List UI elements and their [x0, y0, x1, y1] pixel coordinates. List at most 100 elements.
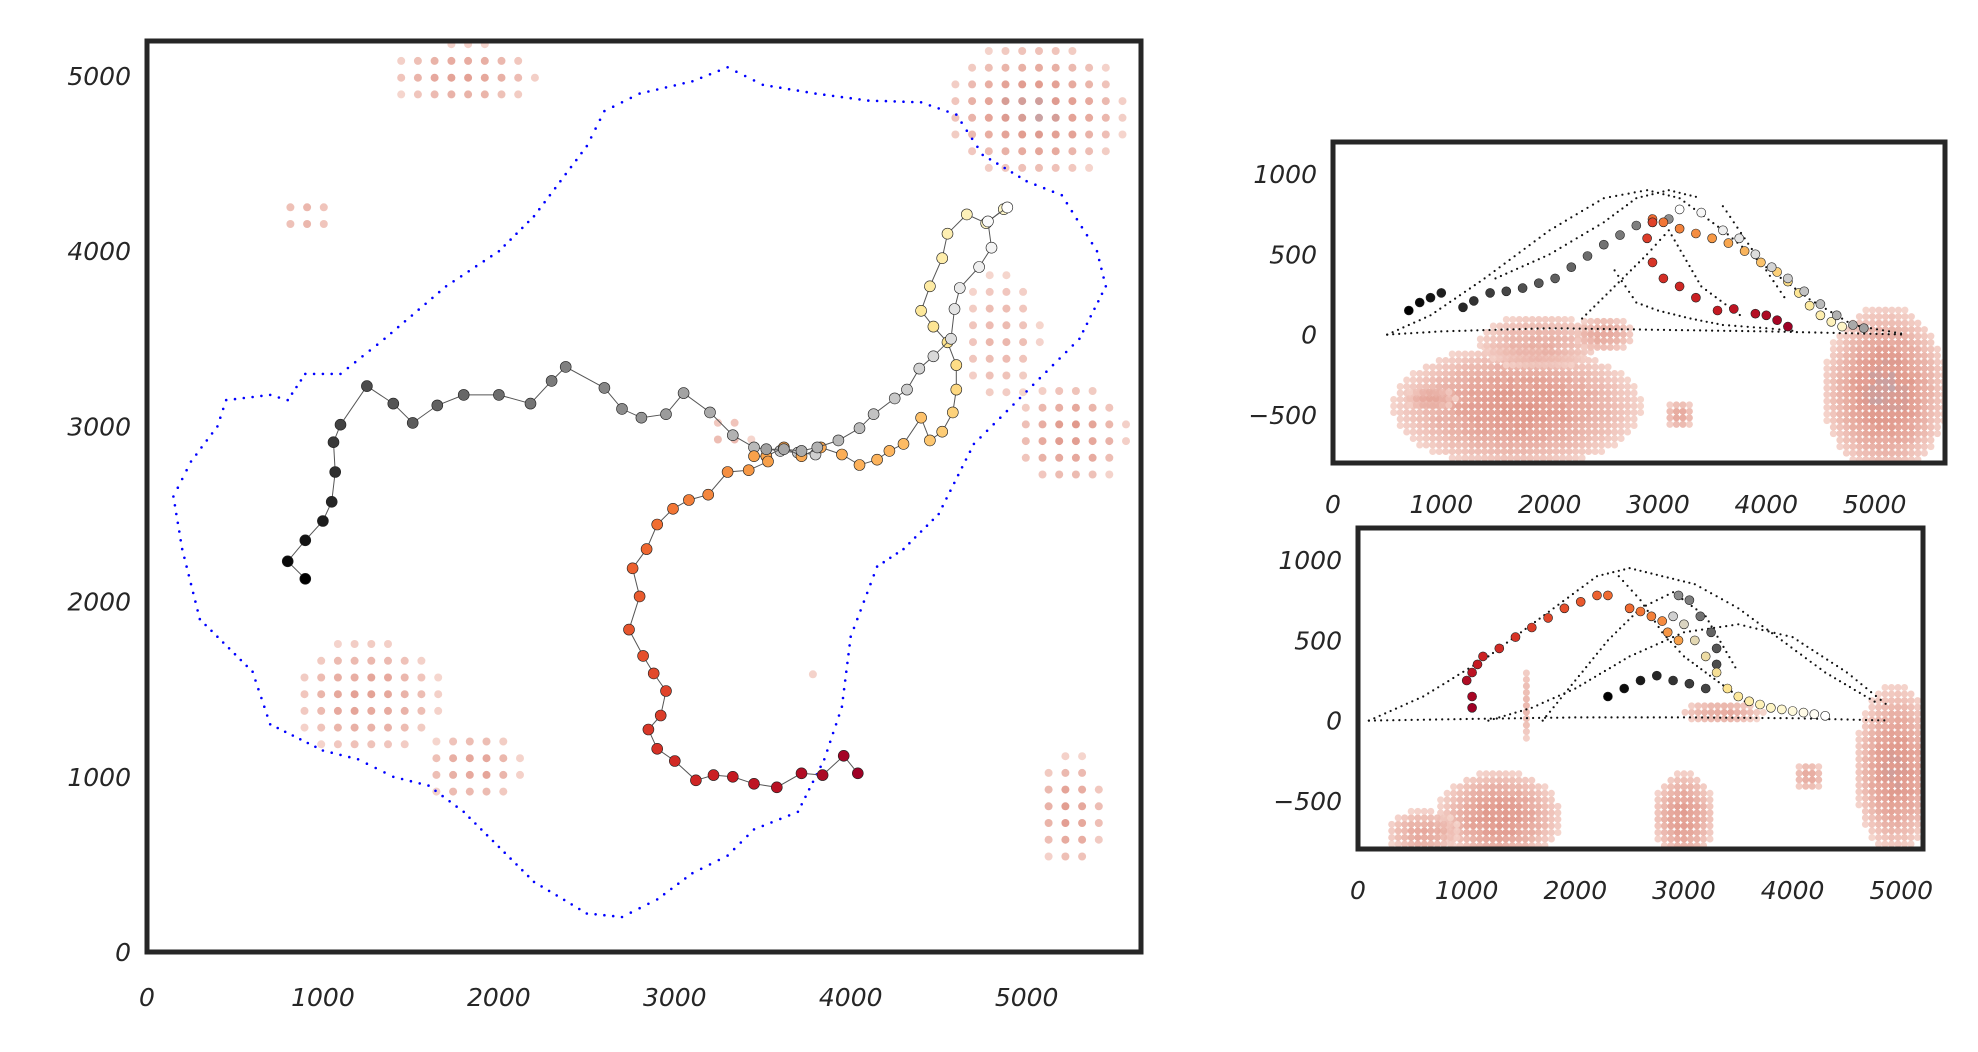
field-dot	[1561, 342, 1569, 349]
field-dot	[1401, 840, 1409, 848]
profile-dot	[1523, 247, 1526, 250]
boundary-dot	[277, 396, 281, 399]
field-dot	[1554, 802, 1562, 810]
field-dot	[1881, 684, 1889, 691]
field-dot	[1433, 820, 1441, 828]
series-point	[623, 623, 635, 636]
field-dot	[1038, 437, 1047, 446]
field-dot	[1429, 435, 1437, 442]
field-dot	[1474, 383, 1482, 390]
field-dot	[1446, 834, 1454, 841]
field-dot	[1600, 324, 1608, 332]
field-dot	[367, 656, 376, 665]
field-dot	[1901, 352, 1909, 360]
profile-dot	[1650, 572, 1653, 575]
boundary-dot	[210, 629, 213, 633]
field-dot	[482, 770, 491, 779]
profile-dot	[1646, 194, 1649, 197]
field-dot	[1469, 776, 1477, 784]
boundary-dot	[290, 392, 294, 395]
field-dot	[1474, 415, 1482, 423]
field-dot	[1396, 396, 1404, 403]
field-dot	[449, 770, 458, 779]
field-dot	[1574, 337, 1582, 345]
field-dot	[1474, 357, 1482, 364]
profile-dot	[1713, 677, 1716, 681]
field-dot	[1591, 370, 1599, 377]
series-point	[598, 382, 611, 394]
field-dot	[1894, 788, 1902, 796]
profile-dot	[1596, 327, 1599, 330]
profile-dot	[1791, 717, 1794, 720]
field-dot	[1432, 388, 1440, 396]
profile-dot	[1564, 243, 1567, 246]
boundary-dot	[1034, 183, 1037, 186]
profile-dot	[1541, 719, 1544, 722]
field-dot	[1907, 690, 1915, 698]
field-dot	[1862, 397, 1870, 405]
boundary-dot	[913, 536, 917, 539]
field-dot	[1679, 420, 1687, 428]
profile-dot	[1846, 718, 1849, 721]
field-dot	[1526, 415, 1534, 423]
profile-dot	[1538, 617, 1541, 620]
profile-dot	[1524, 627, 1527, 631]
boundary-dot	[691, 871, 694, 875]
field-dot	[1463, 815, 1471, 823]
field-dot	[499, 787, 508, 796]
field-dot	[430, 90, 439, 99]
field-dot	[1829, 358, 1837, 366]
boundary-dot	[575, 158, 578, 162]
field-dot	[1862, 410, 1870, 418]
profile-dot	[1667, 229, 1670, 232]
field-dot	[1450, 783, 1458, 791]
field-dot	[1432, 395, 1440, 403]
field-dot	[1456, 783, 1464, 791]
profile-dot	[1572, 327, 1575, 330]
boundary-dot	[189, 582, 193, 586]
field-dot	[1823, 391, 1831, 399]
field-dot	[1606, 330, 1614, 338]
field-dot	[1474, 428, 1482, 436]
field-dot	[985, 271, 994, 280]
field-dot	[1474, 370, 1482, 377]
field-dot	[1888, 723, 1895, 731]
profile-dot	[1491, 651, 1495, 655]
field-dot	[1836, 358, 1844, 366]
field-dot	[1685, 407, 1693, 415]
field-dot	[1888, 820, 1895, 828]
field-dot	[1002, 271, 1011, 280]
profile-dot	[1831, 661, 1834, 664]
field-dot	[350, 706, 359, 715]
main-map-panel: 0 1000 2000 3000 4000 50000100020003000400050…	[67, 38, 1144, 1012]
field-dot	[1604, 376, 1612, 384]
field-dot	[1468, 389, 1476, 397]
field-dot	[1849, 371, 1857, 379]
boundary-dot	[638, 906, 641, 910]
profile-dot	[1464, 329, 1467, 332]
field-dot	[1500, 422, 1508, 429]
field-dot	[1907, 781, 1915, 789]
field-dot	[1552, 376, 1560, 384]
field-dot	[1554, 348, 1562, 356]
field-dot	[1637, 409, 1645, 416]
field-dot	[1528, 789, 1536, 797]
field-dot	[1528, 361, 1536, 369]
field-dot	[713, 418, 722, 427]
field-dot	[1802, 776, 1810, 784]
field-dot	[1502, 789, 1510, 797]
field-dot	[1624, 396, 1632, 403]
field-dot	[1914, 417, 1922, 425]
field-dot	[1894, 430, 1902, 438]
profile-dot	[1836, 664, 1839, 668]
field-dot	[1933, 365, 1941, 373]
field-dot	[1448, 357, 1456, 364]
boundary-dot	[919, 101, 923, 104]
field-dot	[1420, 840, 1428, 848]
y-tick-label: 3000	[67, 412, 131, 441]
boundary-dot	[823, 93, 826, 96]
field-dot	[1888, 404, 1896, 412]
profile-dot	[1493, 269, 1496, 273]
field-dot	[1868, 384, 1876, 392]
field-dot	[1626, 324, 1634, 332]
